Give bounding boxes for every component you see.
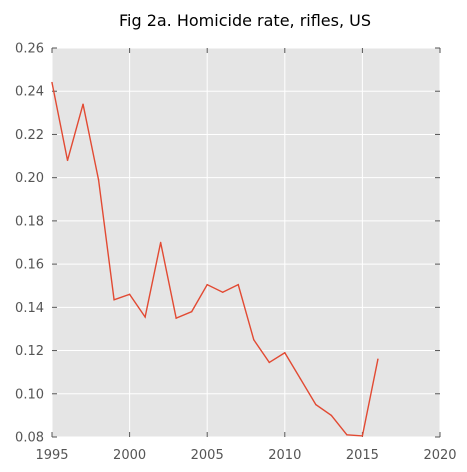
y-tick-label: 0.14 [15,301,44,316]
data-point [284,352,286,354]
x-tick-label: 2015 [346,448,379,463]
data-point [144,316,146,318]
y-tick-label: 0.24 [15,85,44,100]
y-tick-label: 0.26 [15,42,44,57]
data-point [97,179,100,181]
x-tick-labels: 1995 2000 2005 2010 2015 2020 [35,448,456,463]
x-tick-label: 1995 [35,448,68,463]
series-line [51,82,379,437]
y-tick-label: 0.16 [15,258,44,273]
y-tick-label: 0.12 [15,344,44,359]
data-point [361,435,364,437]
plot-area [52,48,440,437]
data-point [253,339,255,341]
y-tick-label: 0.22 [15,128,44,143]
x-tick-label: 2020 [423,448,456,463]
x-tick-label: 2010 [268,448,301,463]
data-point [330,414,333,417]
y-tick-label: 0.10 [15,387,44,402]
y-tick-labels: 0.08 0.10 0.12 0.14 0.16 0.18 0.20 0.22 0.24 0.26 [15,42,44,446]
data-point [237,283,239,286]
y-tick-label: 0.08 [15,431,44,446]
data-point [222,291,224,293]
y-tick-label: 0.20 [15,171,44,186]
data-point [51,81,53,84]
data-point [377,358,379,360]
data-point [82,103,84,105]
data-point [113,299,115,301]
series-group [51,81,379,437]
data-point [299,377,302,380]
data-point [206,283,208,286]
data-point [190,310,193,313]
y-tick-label: 0.18 [15,214,44,229]
data-point [175,317,177,319]
chart-title: Fig 2a. Homicide rate, rifles, US [119,11,371,30]
data-point [268,361,270,364]
data-point [346,434,348,436]
data-point [128,293,131,296]
data-point [159,241,162,244]
data-point [315,403,317,406]
grid [51,47,441,438]
data-point [66,159,69,162]
x-tick-label: 2000 [113,448,146,463]
x-tick-label: 2005 [191,448,224,463]
